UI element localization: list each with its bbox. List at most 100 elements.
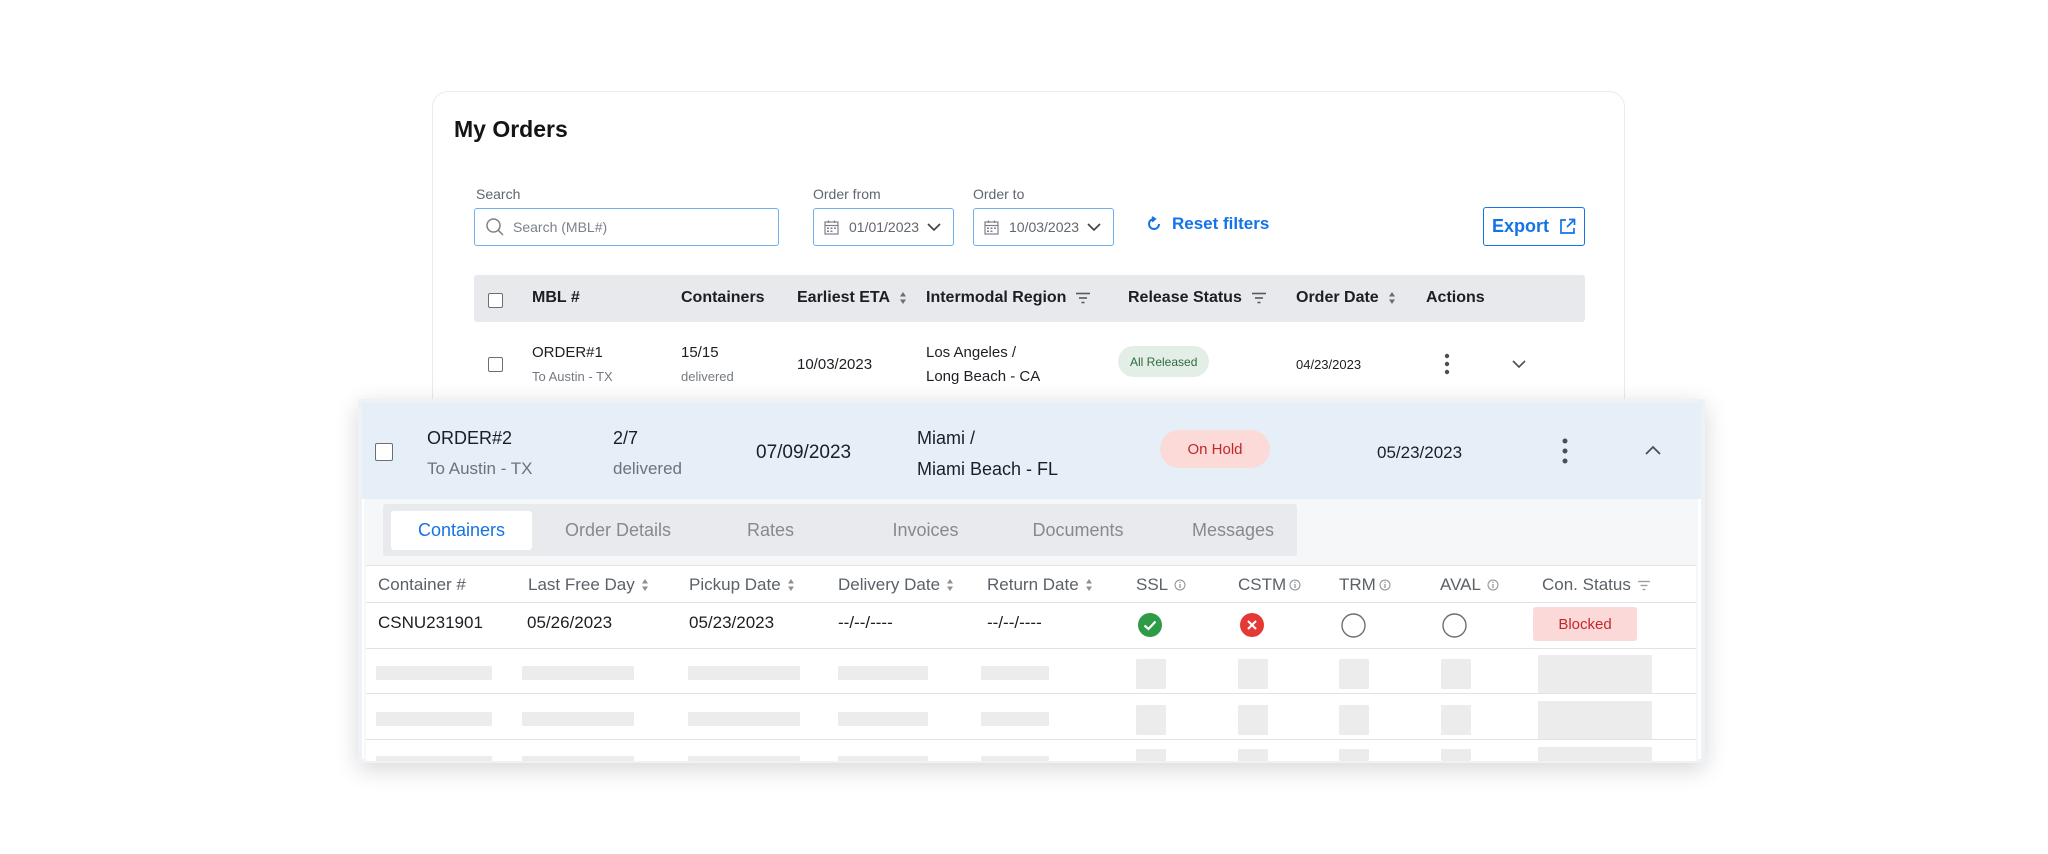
order-to-datepicker[interactable]: 10/03/2023 [973,208,1114,246]
more-vert-icon[interactable] [1443,353,1451,375]
column-earliest-eta[interactable]: Earliest ETA [797,289,907,307]
search-label: Search [476,186,521,202]
orders-card [432,91,1625,421]
order-from-datepicker[interactable]: 01/01/2023 [813,208,954,246]
column-cstm: CSTM [1238,575,1301,595]
containers-sub: delivered [681,369,734,384]
row-checkbox[interactable] [488,357,503,372]
chevron-down-icon [927,223,941,232]
destination: To Austin - TX [532,369,613,384]
expanded-row-header[interactable] [362,403,1701,499]
more-vert-icon[interactable] [1561,438,1569,464]
filter-icon [1076,292,1091,304]
divider [366,739,1696,740]
filter-icon [1637,580,1650,590]
tab-messages[interactable]: Messages [1191,519,1275,540]
column-ssl: SSL [1136,575,1186,595]
chevron-down-icon[interactable] [1511,358,1527,370]
earliest-eta: 07/09/2023 [756,442,852,463]
order-to-value: 10/03/2023 [1009,219,1080,235]
check-circle-icon [1138,613,1162,637]
containers-table [366,565,1696,761]
order-from-value: 01/01/2023 [849,219,920,235]
sort-icon [641,579,648,591]
status-badge: Blocked [1533,607,1637,641]
chevron-up-icon[interactable] [1644,444,1662,456]
region-line1: Los Angeles / [926,344,1017,361]
orders-table-header [474,275,1585,322]
info-icon[interactable] [1487,579,1499,591]
divider [366,602,1696,603]
reset-filters-button[interactable]: Reset filters [1146,214,1269,234]
column-mbl[interactable]: MBL # [532,289,580,306]
sort-icon [947,579,954,591]
return-date: --/--/---- [987,613,1042,632]
column-container-number[interactable]: Container # [378,575,466,594]
tab-invoices[interactable]: Invoices [892,519,959,540]
tab-order-details[interactable]: Order Details [564,519,672,540]
last-free-day: 05/26/2023 [527,613,613,632]
calendar-icon [824,220,839,235]
info-icon[interactable] [1174,579,1186,591]
column-trm: TRM [1339,575,1391,595]
tab-documents[interactable]: Documents [1032,519,1124,540]
column-intermodal-region[interactable]: Intermodal Region [926,289,1091,307]
chevron-down-icon [1087,223,1101,232]
column-return-date[interactable]: Return Date [987,575,1093,595]
sort-icon [787,579,794,591]
column-containers[interactable]: Containers [681,289,765,306]
containers-count: 2/7 [613,428,639,448]
column-order-date[interactable]: Order Date [1296,289,1396,307]
region-line1: Miami / [917,428,975,448]
empty-circle-icon [1341,613,1366,638]
page-title: My Orders [454,116,568,142]
sort-icon [1085,579,1092,591]
info-icon[interactable] [1379,579,1391,591]
order-from-label: Order from [813,186,881,202]
search-icon [486,218,504,236]
status-badge: On Hold [1160,430,1270,468]
order-date: 04/23/2023 [1296,357,1362,372]
container-number: CSNU231901 [378,613,483,632]
row-checkbox[interactable] [375,443,393,461]
column-last-free-day[interactable]: Last Free Day [528,575,649,595]
destination: To Austin - TX [427,459,533,478]
refresh-icon [1148,216,1160,230]
column-pickup-date[interactable]: Pickup Date [689,575,795,595]
filter-icon [1251,292,1266,304]
detail-tabs: Containers Order Details Rates Invoices … [383,504,1297,556]
column-actions: Actions [1426,289,1485,306]
region-line2: Long Beach - CA [926,368,1041,385]
search-input[interactable]: Search (MBL#) [474,208,779,246]
column-release-status[interactable]: Release Status [1128,289,1267,307]
sort-icon [900,292,907,304]
pickup-date: 05/23/2023 [689,613,775,632]
info-icon[interactable] [1289,579,1301,591]
external-link-icon [1560,218,1576,234]
column-aval: AVAL [1440,575,1499,595]
containers-count: 15/15 [681,344,719,361]
export-label: Export [1491,216,1549,236]
search-placeholder: Search (MBL#) [513,219,608,235]
order-date: 05/23/2023 [1377,443,1463,462]
sort-icon [1388,292,1395,304]
order-to-label: Order to [973,186,1025,202]
delivery-date: --/--/---- [838,613,893,632]
column-delivery-date[interactable]: Delivery Date [838,575,954,595]
mbl-number: ORDER#2 [427,428,513,448]
calendar-icon [984,220,999,235]
tab-rates[interactable]: Rates [746,519,795,540]
error-circle-icon [1240,613,1264,637]
reset-filters-label: Reset filters [1172,214,1270,233]
export-button[interactable]: Export [1483,207,1585,246]
select-all-checkbox[interactable] [488,293,503,308]
divider [366,693,1696,694]
empty-circle-icon [1442,613,1467,638]
containers-sub: delivered [613,459,682,478]
status-badge: All Released [1118,346,1210,377]
region-line2: Miami Beach - FL [917,459,1059,479]
earliest-eta: 10/03/2023 [797,356,873,373]
mbl-number: ORDER#1 [532,344,603,361]
column-con-status[interactable]: Con. Status [1542,575,1651,595]
tab-containers[interactable]: Containers [391,511,532,550]
